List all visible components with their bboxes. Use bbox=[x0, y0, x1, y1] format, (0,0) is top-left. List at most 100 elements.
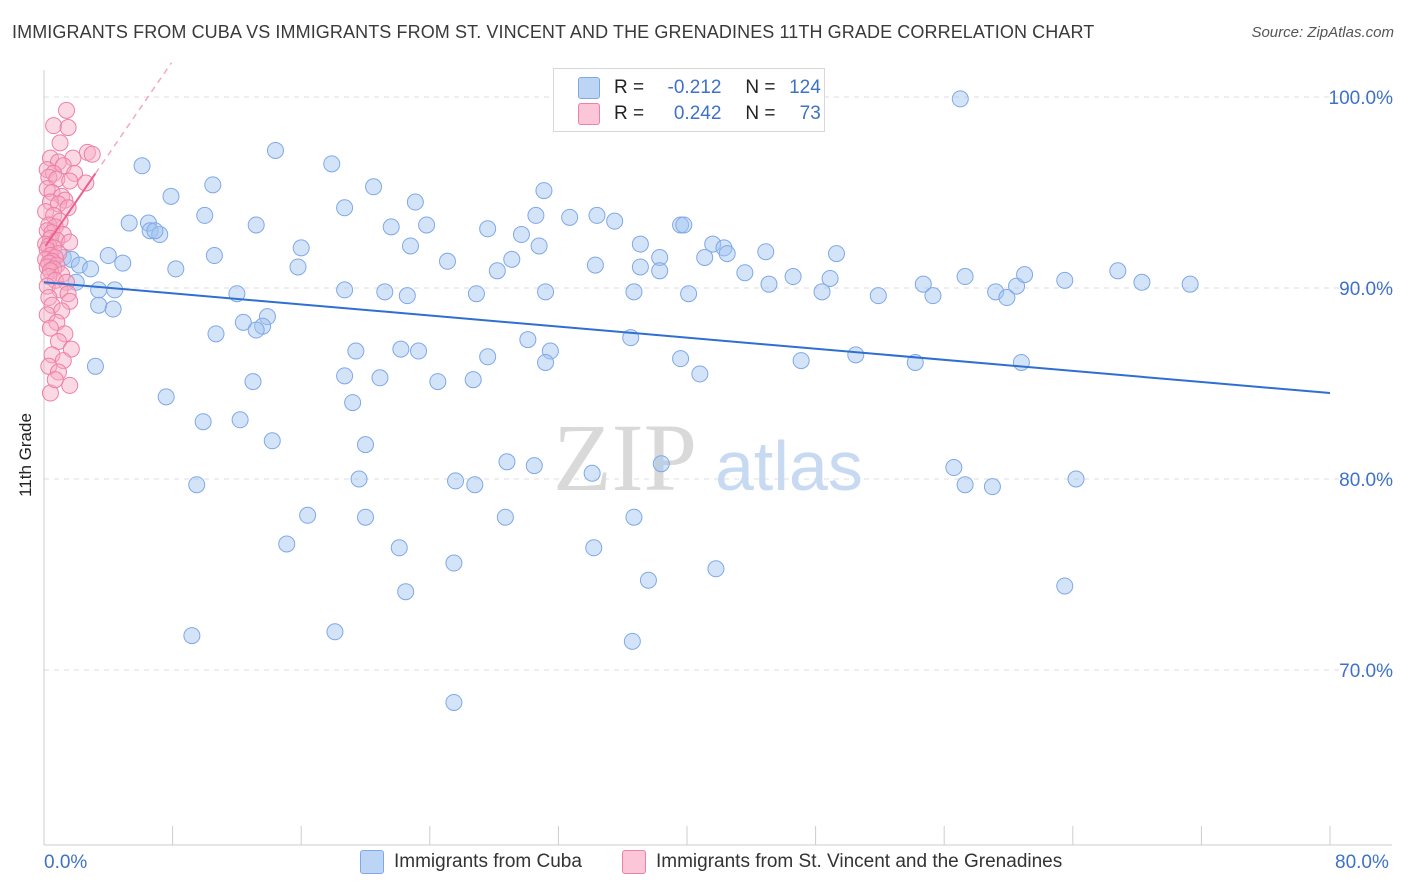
data-point-cuba bbox=[496, 508, 514, 526]
legend-swatch-svg bbox=[622, 850, 646, 874]
data-point-cuba bbox=[445, 554, 463, 572]
data-point-cuba bbox=[392, 340, 410, 358]
data-point-cuba bbox=[813, 283, 831, 301]
data-point-svg bbox=[58, 101, 76, 119]
data-point-cuba bbox=[344, 394, 362, 412]
data-point-cuba bbox=[371, 369, 389, 387]
legend-label-svg: Immigrants from St. Vincent and the Gren… bbox=[656, 851, 1063, 872]
series-legend: Immigrants from Cuba Immigrants from St.… bbox=[0, 850, 1406, 880]
data-point-svg bbox=[61, 172, 79, 190]
trend-line-svg-extension bbox=[94, 62, 173, 174]
data-point-svg bbox=[61, 376, 79, 394]
data-point-cuba bbox=[86, 357, 104, 375]
data-point-svg bbox=[43, 296, 61, 314]
data-point-cuba bbox=[1067, 470, 1085, 488]
data-point-cuba bbox=[70, 256, 88, 274]
data-point-svg bbox=[59, 119, 77, 137]
data-point-cuba bbox=[945, 459, 963, 477]
data-point-cuba bbox=[625, 508, 643, 526]
legend-label-cuba: Immigrants from Cuba bbox=[394, 851, 582, 872]
data-point-cuba bbox=[718, 245, 736, 263]
data-point-cuba bbox=[157, 388, 175, 406]
data-point-cuba bbox=[336, 199, 354, 217]
data-point-cuba bbox=[680, 285, 698, 303]
trend-line-svg bbox=[44, 172, 97, 247]
y-tick-labels: 70.0% 80.0% 90.0% 100.0% bbox=[1329, 88, 1394, 682]
data-point-cuba bbox=[606, 212, 624, 230]
data-point-cuba bbox=[247, 321, 265, 339]
data-point-cuba bbox=[503, 250, 521, 268]
legend-r-value: 0.242 bbox=[673, 103, 722, 124]
data-point-cuba bbox=[784, 268, 802, 286]
data-point-cuba bbox=[535, 182, 553, 200]
data-point-cuba bbox=[278, 535, 296, 553]
data-point-cuba bbox=[289, 258, 307, 276]
data-point-svg bbox=[59, 199, 77, 217]
data-point-cuba bbox=[956, 476, 974, 494]
data-point-cuba bbox=[183, 627, 201, 645]
data-point-cuba bbox=[479, 220, 497, 238]
data-point-cuba bbox=[914, 275, 932, 293]
legend-swatch-cuba bbox=[578, 77, 600, 99]
data-point-cuba bbox=[263, 432, 281, 450]
data-point-cuba bbox=[527, 206, 545, 224]
data-point-cuba bbox=[205, 247, 223, 265]
data-point-cuba bbox=[162, 187, 180, 205]
data-point-cuba bbox=[987, 283, 1005, 301]
data-point-cuba bbox=[90, 281, 108, 299]
data-point-cuba bbox=[194, 413, 212, 431]
data-point-cuba bbox=[537, 283, 555, 301]
legend-n-label: N = bbox=[745, 77, 776, 98]
chart-title: IMMIGRANTS FROM CUBA VS IMMIGRANTS FROM … bbox=[12, 22, 1095, 42]
y-tick-label: 90.0% bbox=[1339, 279, 1393, 300]
data-point-cuba bbox=[847, 346, 865, 364]
legend-n-value: 73 bbox=[799, 103, 821, 124]
y-tick-label: 80.0% bbox=[1339, 470, 1393, 491]
data-point-cuba bbox=[99, 247, 117, 265]
series-svg-points bbox=[37, 101, 101, 402]
data-point-cuba bbox=[347, 342, 365, 360]
data-point-cuba bbox=[350, 470, 368, 488]
legend-r-value: -0.212 bbox=[667, 77, 722, 98]
data-point-cuba bbox=[792, 352, 810, 370]
data-point-cuba bbox=[429, 373, 447, 391]
data-point-cuba bbox=[406, 193, 424, 211]
data-point-cuba bbox=[488, 262, 506, 280]
data-point-cuba bbox=[398, 287, 416, 305]
correlation-legend: R = -0.212 N = 124 R = 0.242 N = 73 bbox=[553, 68, 825, 132]
data-point-cuba bbox=[299, 506, 317, 524]
data-point-cuba bbox=[397, 583, 415, 601]
trend-line-cuba bbox=[43, 281, 1331, 395]
data-point-cuba bbox=[537, 353, 555, 371]
data-point-cuba bbox=[292, 239, 310, 257]
data-point-svg bbox=[61, 233, 79, 251]
data-point-cuba bbox=[827, 245, 845, 263]
data-point-cuba bbox=[326, 623, 344, 641]
data-point-cuba bbox=[247, 216, 265, 234]
data-point-cuba bbox=[188, 476, 206, 494]
data-point-cuba bbox=[498, 453, 516, 471]
data-point-svg bbox=[43, 346, 61, 364]
data-point-cuba bbox=[672, 350, 690, 368]
data-point-cuba bbox=[561, 208, 579, 226]
data-point-cuba bbox=[956, 268, 974, 286]
data-point-svg bbox=[46, 371, 64, 389]
data-point-cuba bbox=[204, 176, 222, 194]
legend-row-svg: R = 0.242 N = 73 bbox=[578, 101, 821, 127]
data-point-cuba bbox=[323, 155, 341, 173]
x-tick-min: 0.0% bbox=[44, 852, 88, 873]
data-point-cuba bbox=[1016, 266, 1034, 284]
data-point-cuba bbox=[196, 206, 214, 224]
series-cuba-points bbox=[54, 90, 1199, 711]
data-point-cuba bbox=[231, 411, 249, 429]
data-point-cuba bbox=[983, 478, 1001, 496]
y-tick-label: 100.0% bbox=[1329, 88, 1394, 109]
data-point-cuba bbox=[951, 90, 969, 108]
data-point-cuba bbox=[479, 348, 497, 366]
data-point-cuba bbox=[266, 141, 284, 159]
data-point-cuba bbox=[244, 373, 262, 391]
data-point-cuba bbox=[583, 464, 601, 482]
data-point-cuba bbox=[631, 258, 649, 276]
watermark-zip: ZIP bbox=[553, 404, 697, 511]
data-point-cuba bbox=[1181, 275, 1199, 293]
